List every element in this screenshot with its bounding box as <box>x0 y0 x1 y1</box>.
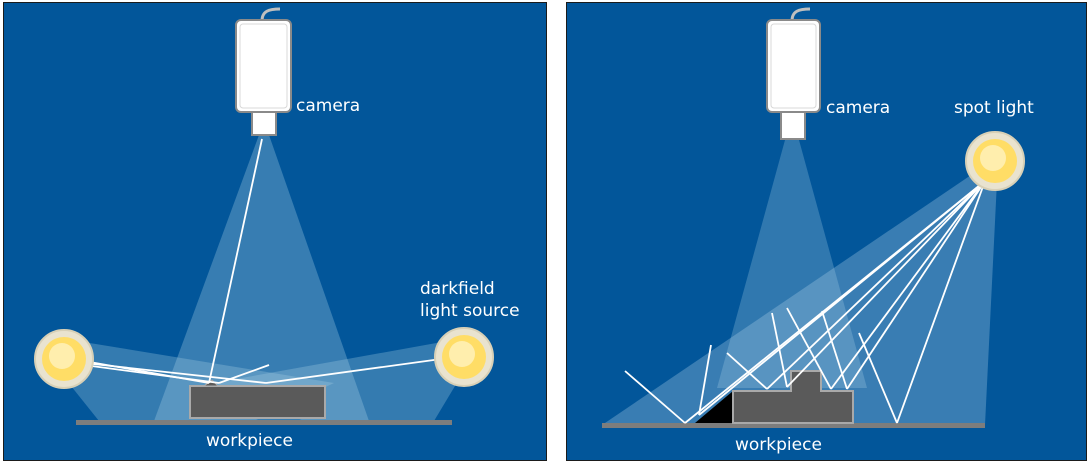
ray <box>786 180 986 388</box>
ray <box>208 138 263 384</box>
ray <box>265 358 442 384</box>
camera-lens <box>780 111 806 140</box>
ray <box>624 370 686 424</box>
left-darkfield-lamp <box>34 329 94 389</box>
camera-view-cone <box>717 140 867 388</box>
darkfield-label-line1: darkfield <box>420 279 495 299</box>
ray <box>83 364 220 384</box>
workpiece-label: workpiece <box>735 435 822 455</box>
darkfield-diagram <box>34 7 494 425</box>
camera <box>766 7 821 140</box>
light-rays <box>83 138 442 384</box>
ray <box>858 332 898 424</box>
camera-cable <box>790 7 811 22</box>
spot-lamp <box>965 131 1025 191</box>
camera <box>235 7 292 136</box>
light-rays <box>624 180 986 424</box>
ray <box>771 312 788 388</box>
ray <box>830 180 986 390</box>
ray <box>218 364 270 384</box>
ray <box>896 180 986 424</box>
ray <box>786 307 832 390</box>
workpiece-block <box>189 385 326 419</box>
spotlight-diagram <box>602 7 1025 428</box>
ray <box>846 180 986 390</box>
camera-label: camera <box>296 96 361 116</box>
workpiece-base <box>76 420 452 425</box>
ray <box>698 180 986 416</box>
ray <box>726 352 768 390</box>
ray <box>821 310 848 390</box>
spotlight-label: spot light <box>954 98 1034 118</box>
right-darkfield-lamp <box>434 327 494 387</box>
workpiece-shadow <box>695 391 733 423</box>
camera-body <box>766 19 821 113</box>
ray <box>766 180 986 390</box>
camera-lens <box>251 111 277 136</box>
workpiece-base <box>602 423 985 428</box>
ray <box>83 362 267 384</box>
camera-cable <box>260 7 281 22</box>
workpiece-label: workpiece <box>206 431 293 451</box>
spotlight-diagram-panel: camera spot light workpiece <box>566 2 1087 461</box>
camera-view-cone <box>154 135 369 421</box>
ray <box>698 344 712 416</box>
camera-label: camera <box>826 98 891 118</box>
darkfield-diagram-panel: camera darkfield light source workpiece <box>3 2 547 461</box>
darkfield-label-line2: light source <box>420 301 520 321</box>
spotlight-beam <box>602 171 997 425</box>
camera-body <box>235 19 292 113</box>
